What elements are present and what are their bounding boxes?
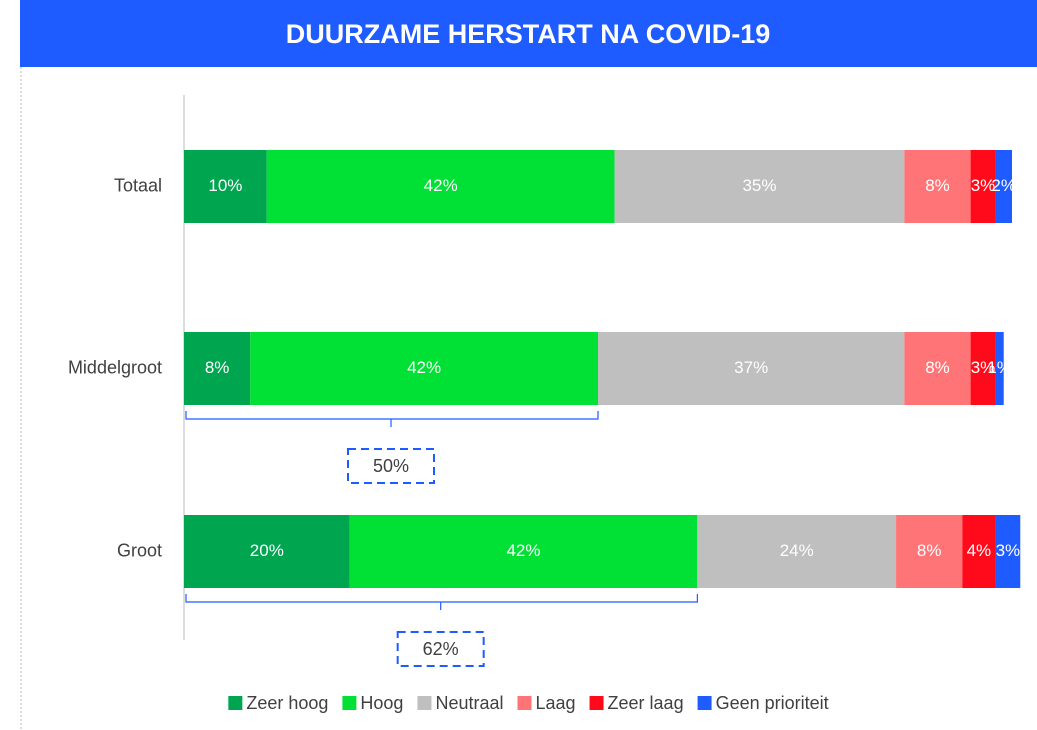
legend-swatch	[342, 696, 357, 710]
bar-segment	[184, 332, 251, 405]
value-label: 1%	[987, 358, 1012, 377]
bar-segment	[970, 332, 996, 405]
bar-segment	[995, 150, 1012, 223]
value-label: 4%	[967, 541, 992, 560]
value-label: 8%	[205, 358, 230, 377]
value-label: 42%	[407, 358, 441, 377]
legend-swatch	[589, 696, 604, 710]
title-bar	[20, 0, 1037, 67]
annotation: 50%	[373, 456, 409, 476]
legend-swatch	[697, 696, 712, 710]
value-label: 20%	[250, 541, 284, 560]
bar-segment	[970, 150, 996, 223]
legend-swatch	[417, 696, 432, 710]
bar-segment	[250, 332, 599, 405]
y-tick-label: Middelgroot	[68, 357, 162, 377]
value-label: 37%	[734, 358, 768, 377]
y-tick-label: Groot	[117, 540, 162, 560]
value-label: 2%	[991, 176, 1016, 195]
value-label: 24%	[780, 541, 814, 560]
legend-label: Neutraal	[435, 693, 503, 713]
legend-label: Zeer hoog	[246, 693, 328, 713]
annotation-box	[347, 448, 435, 484]
bar-segment	[697, 515, 897, 588]
annotation-box	[396, 631, 485, 667]
y-tick-label: Totaal	[114, 175, 162, 195]
value-label: 8%	[917, 541, 942, 560]
value-label: 8%	[925, 358, 950, 377]
bracket	[185, 594, 698, 603]
bar-segment	[184, 515, 350, 588]
value-label: 8%	[925, 176, 950, 195]
bar-segment	[598, 332, 905, 405]
legend-label: Laag	[535, 693, 575, 713]
legend: Zeer hoog Hoog Neutraal Laag Zeer laag Geen p…	[228, 693, 829, 713]
bar-segment	[962, 515, 996, 588]
value-label: 42%	[506, 541, 540, 560]
bracket	[185, 411, 599, 420]
bar-segment	[614, 150, 905, 223]
chart-title: DUURZAME HERSTART NA COVID-19	[286, 19, 771, 49]
bar-segment	[266, 150, 615, 223]
value-label: 3%	[971, 176, 996, 195]
bar-segment	[904, 332, 971, 405]
bar-segment	[995, 515, 1021, 588]
legend-swatch	[517, 696, 532, 710]
bar-segment	[896, 515, 963, 588]
value-label: 3%	[996, 541, 1021, 560]
bar-segment	[904, 150, 971, 223]
value-label: 42%	[424, 176, 458, 195]
legend-label: Hoog	[360, 693, 403, 713]
value-label: 35%	[742, 176, 776, 195]
bar-segment	[349, 515, 698, 588]
legend-swatch	[228, 696, 243, 710]
value-label: 10%	[208, 176, 242, 195]
legend-label: Geen prioriteit	[716, 693, 829, 713]
bar-segment	[184, 150, 267, 223]
legend-label: Zeer laag	[608, 693, 684, 713]
bar-segment	[995, 332, 1004, 405]
value-label: 3%	[971, 358, 996, 377]
annotation: 62%	[423, 639, 459, 659]
